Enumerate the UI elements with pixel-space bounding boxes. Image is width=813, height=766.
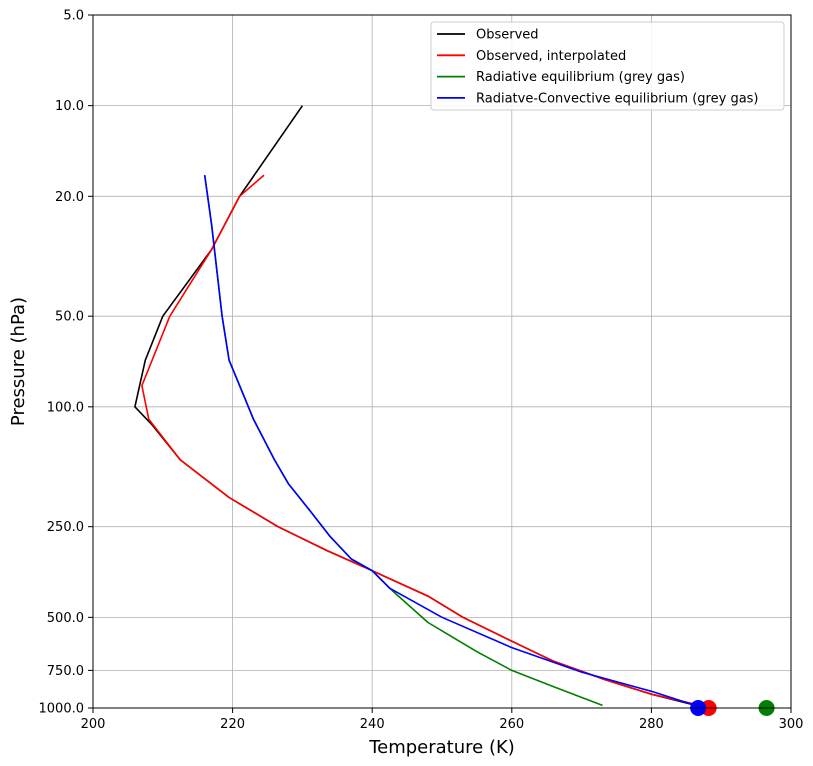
y-axis: 5.0 10.0 20.0 50.0 100.0 250.0 500.0 750.0 1000.… bbox=[39, 9, 93, 717]
plot-frame bbox=[92, 14, 792, 709]
y-tick-label: 250.0 bbox=[47, 520, 84, 535]
y-tick-label: 10.0 bbox=[55, 99, 84, 114]
legend-label-0: Observed bbox=[476, 28, 539, 43]
series-line-3 bbox=[203, 174, 694, 706]
x-tick-label: 220 bbox=[220, 717, 245, 732]
x-tick-label: 300 bbox=[779, 717, 804, 732]
x-axis-label: Temperature (K) bbox=[368, 737, 515, 758]
y-tick-label: 5.0 bbox=[63, 9, 84, 24]
legend-label-1: Observed, interpolated bbox=[476, 49, 626, 64]
x-axis: 200 220 240 260 280 300 bbox=[81, 708, 804, 732]
y-tick-label: 750.0 bbox=[47, 664, 84, 679]
x-tick-label: 200 bbox=[81, 717, 106, 732]
y-tick-label: 100.0 bbox=[47, 400, 84, 415]
y-tick-label: 50.0 bbox=[55, 310, 84, 325]
x-tick-label: 240 bbox=[360, 717, 385, 732]
legend-box bbox=[430, 21, 785, 111]
series-layer bbox=[134, 105, 701, 707]
y-axis-label: Pressure (hPa) bbox=[8, 297, 29, 426]
legend-label-2: Radiative equilibrium (grey gas) bbox=[476, 70, 685, 85]
surface-markers bbox=[690, 700, 775, 716]
legend: Observed Observed, interpolated Radiative … bbox=[430, 21, 785, 111]
y-tick-label: 20.0 bbox=[55, 190, 84, 205]
legend-label-3: Radiatve-Convective equilibrium (grey ga… bbox=[476, 91, 759, 106]
series-line-1 bbox=[141, 174, 701, 707]
x-tick-label: 280 bbox=[639, 717, 664, 732]
y-tick-label: 500.0 bbox=[47, 611, 84, 626]
y-tick-label: 1000.0 bbox=[39, 702, 85, 717]
x-tick-label: 260 bbox=[499, 717, 524, 732]
